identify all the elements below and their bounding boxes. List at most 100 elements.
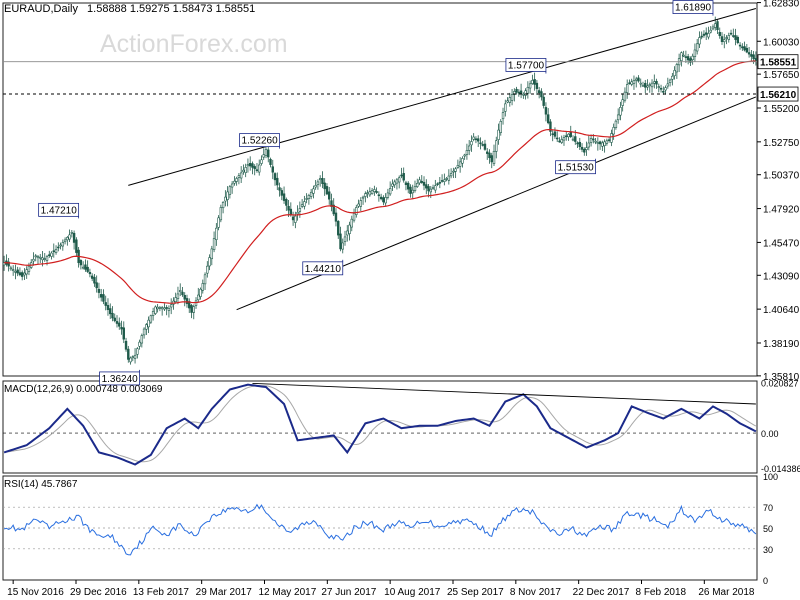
macd-signal-line — [4, 385, 757, 463]
candle — [149, 314, 153, 324]
candle — [165, 305, 168, 316]
candle — [291, 211, 295, 226]
candle — [276, 172, 279, 191]
candle — [653, 74, 656, 89]
candle — [79, 259, 83, 270]
rsi-tick-label: 100 — [763, 472, 778, 482]
price-tick-label: 1.50370 — [763, 171, 800, 182]
macd-line — [3, 383, 757, 466]
candle-body — [176, 293, 180, 300]
candle-body — [145, 324, 148, 330]
candle-body — [700, 35, 703, 38]
candle — [228, 185, 232, 199]
candle — [571, 135, 575, 142]
candle-body — [515, 88, 518, 93]
date-tick-label: 29 Dec 2016 — [70, 587, 127, 598]
candle — [526, 81, 530, 99]
candle — [488, 149, 491, 164]
candle-body — [197, 294, 200, 301]
candle-body — [644, 82, 647, 88]
candle-body — [9, 267, 13, 270]
candle-body — [589, 138, 593, 143]
level-tag-box — [757, 86, 799, 102]
candle-body — [666, 83, 670, 87]
candle — [461, 156, 464, 168]
candle-body — [646, 85, 649, 88]
candle — [300, 199, 304, 209]
candle — [95, 275, 98, 293]
candle-body — [273, 173, 277, 181]
level-tag: 1.56210 — [757, 86, 799, 102]
candle — [404, 180, 408, 191]
candle-body — [655, 80, 658, 85]
candle-body — [104, 302, 107, 306]
price-label-text: 1.51530 — [558, 163, 595, 174]
candle-body — [693, 49, 697, 57]
candle-body — [25, 269, 28, 275]
candle — [68, 229, 71, 242]
candle-body — [242, 169, 245, 173]
candle-body — [359, 200, 363, 207]
ema-line — [4, 60, 756, 304]
candle — [382, 195, 385, 206]
candle-body — [664, 87, 667, 91]
candle — [583, 147, 586, 156]
candle-body — [346, 230, 349, 236]
candle-body — [680, 52, 683, 62]
candle-body — [97, 288, 101, 293]
candle — [416, 178, 419, 188]
candle — [341, 238, 344, 254]
candle-body — [720, 36, 724, 42]
candle — [725, 35, 728, 45]
candle-body — [95, 282, 98, 289]
candle — [57, 242, 60, 252]
price-label: 1.44210 — [302, 259, 344, 276]
candle-body — [106, 305, 110, 310]
candle-body — [364, 193, 367, 197]
candle — [438, 177, 442, 189]
candle-body — [375, 191, 378, 193]
price-tick-label: 1.40640 — [763, 305, 800, 316]
candle — [655, 78, 658, 89]
candle — [481, 140, 484, 147]
candle-body — [264, 149, 268, 156]
candle — [115, 315, 119, 328]
candle — [343, 230, 347, 246]
candle-body — [11, 269, 15, 271]
candle-body — [382, 197, 385, 203]
candle — [192, 304, 195, 320]
candle-body — [147, 319, 150, 328]
candle-body — [332, 204, 335, 215]
candle-body — [136, 348, 139, 355]
candle-body — [549, 121, 552, 132]
candle — [237, 172, 241, 185]
candle — [190, 303, 193, 319]
date-tick-label: 29 Mar 2017 — [196, 587, 253, 598]
candle-body — [411, 189, 414, 194]
candle — [269, 157, 272, 168]
price-label-box — [38, 202, 80, 217]
candle — [303, 195, 306, 210]
candle — [181, 287, 184, 297]
candle-body — [140, 335, 144, 344]
candle-body — [255, 169, 259, 171]
candle-body — [366, 192, 369, 194]
candle — [519, 83, 523, 99]
candle — [411, 184, 414, 199]
candle — [366, 189, 369, 199]
candle-body — [379, 196, 383, 200]
candle-body — [169, 304, 173, 308]
candle-body — [725, 37, 728, 39]
candle — [562, 134, 566, 146]
candle — [632, 75, 636, 90]
date-tick-label: 12 May 2017 — [258, 587, 316, 598]
candle-body — [328, 191, 331, 200]
candle-body — [158, 307, 162, 309]
price-label-text: 1.57700 — [508, 60, 545, 71]
candle-body — [754, 58, 758, 62]
candle — [109, 303, 112, 319]
candle-body — [695, 43, 699, 52]
candle-body — [63, 239, 67, 243]
candle-body — [443, 179, 446, 182]
candle — [384, 193, 387, 207]
